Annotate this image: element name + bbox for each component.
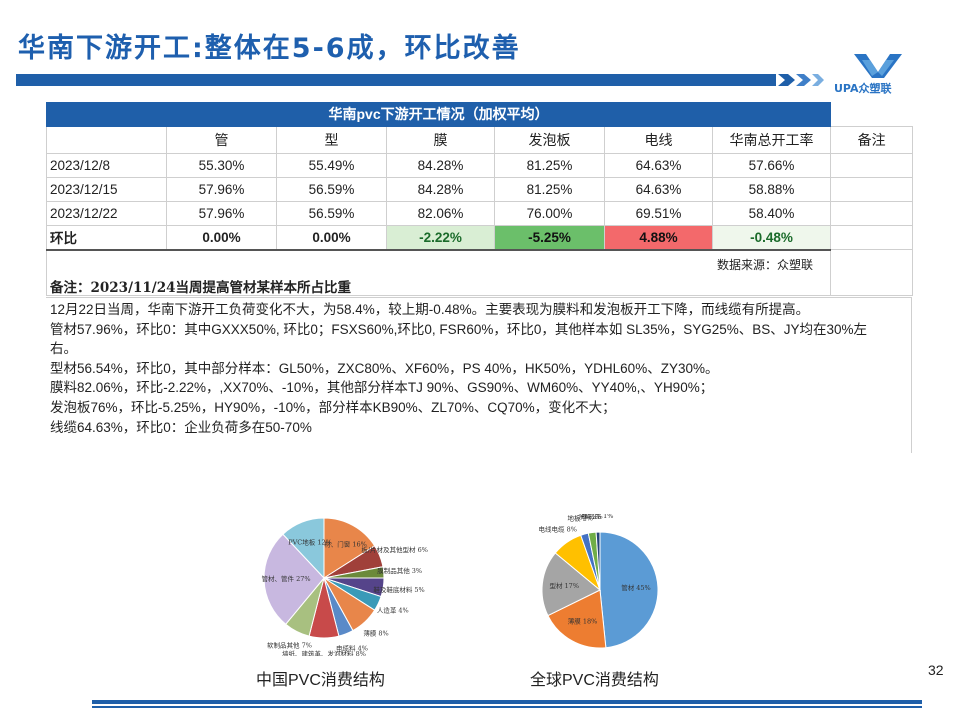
page-title: 华南下游开工:整体在5-6成，环比改善 — [18, 33, 521, 64]
date-cell: 2023/12/22 — [46, 200, 167, 226]
pie-label: 涂料 2% — [577, 514, 602, 521]
table-cell: 58.40% — [711, 200, 832, 226]
pie-label: PVC地板 12% — [288, 538, 332, 547]
commentary-line: 型材56.54%，环比0，其中部分样本：GL50%，ZXC80%、XF60%，P… — [50, 360, 719, 376]
table-cell: 57.66% — [711, 152, 832, 178]
pie-label: 管材、管件 27% — [262, 574, 311, 583]
header-cell: 管 — [166, 125, 277, 154]
header-cell: 型 — [276, 125, 387, 154]
table-row: 2023/12/8 55.30% 55.49% 84.28% 81.25% 64… — [46, 152, 914, 178]
upa-logo — [854, 54, 902, 78]
table-note: 备注：2023/11/24当周提高管材某样本所占比重 — [50, 280, 352, 296]
ring-cell: -2.22% — [386, 224, 495, 251]
header-cell: 膜 — [386, 125, 495, 154]
table-cell: 55.30% — [166, 152, 277, 178]
pvc-table: 华南pvc下游开工情况（加权平均） 管 型 膜 发泡板 电线 华南总开工率 备注… — [45, 102, 914, 296]
table-cell: 56.59% — [276, 176, 387, 202]
header-cell — [46, 125, 167, 154]
ring-cell: -0.48% — [711, 224, 832, 251]
page-number: 32 — [928, 662, 944, 678]
commentary-line: 12月22日当周，华南下游开工负荷变化不大，为58.4%，较上期-0.48%。主… — [50, 302, 810, 317]
ring-ratio-row: 环比 0.00% 0.00% -2.22% -5.25% 4.88% -0.48… — [46, 224, 914, 251]
pie-label: 薄膜 18% — [568, 616, 598, 625]
table-cell: 55.49% — [276, 152, 387, 178]
table-row: 2023/12/22 57.96% 56.59% 82.06% 76.00% 6… — [46, 200, 914, 226]
commentary-line: 管材57.96%，环比0：其中GXXX50%, 环比0；FSXS60%,环比0,… — [50, 321, 867, 337]
pie-slice — [547, 589, 607, 649]
remark-cell — [830, 224, 914, 250]
logo-text: UPA众塑联 — [834, 82, 892, 95]
header-cell: 华南总开工率 — [711, 125, 832, 154]
date-cell: 2023/12/8 — [46, 152, 167, 178]
global-pvc-pie-chart: 管材 45% 薄膜 18% 型材 17% 电线电缆 8%地板 2%涂料 2%瓶制品 1… — [539, 514, 659, 649]
header-cell: 发泡板 — [494, 125, 605, 154]
table-cell: 84.28% — [386, 152, 495, 178]
pie-label: 电线电缆 8% — [539, 524, 577, 533]
commentary-text: 12月22日当周，华南下游开工负荷变化不大，为58.4%，较上期-0.48%。主… — [50, 300, 912, 437]
table-row: 2023/12/15 57.96% 56.59% 84.28% 81.25% 6… — [46, 176, 914, 202]
commentary-line: 右。 — [50, 341, 77, 357]
ring-cell: 4.88% — [604, 224, 713, 251]
remark-cell — [830, 152, 914, 178]
table-cell: 64.63% — [604, 176, 713, 202]
pie-label: 软制品其他 7% — [267, 641, 312, 650]
table-cell: 58.88% — [711, 176, 832, 202]
pie-label: 墙纸、建筑革、发泡材料 8% — [282, 649, 366, 656]
global-chart-caption: 全球PVC消费结构 — [530, 672, 659, 689]
pie-label: 管材 45% — [621, 583, 651, 592]
header-cell: 电线 — [604, 125, 713, 154]
table-cell: 84.28% — [386, 176, 495, 202]
pie-slice — [599, 531, 659, 649]
pie-label: 人造革 4% — [377, 605, 409, 614]
table-header-row: 管 型 膜 发泡板 电线 华南总开工率 备注 — [46, 125, 914, 154]
china-pvc-pie-chart: 型材、门窗 16%板/片材及其他型材 6% 膜制品其他 3% 鞋及鞋底材料 5% 人造… — [262, 517, 428, 656]
china-chart-caption: 中国PVC消费结构 — [256, 672, 385, 689]
pie-label: 电缆料 4% — [336, 644, 368, 653]
ring-cell: 0.00% — [166, 224, 277, 251]
pie-label: 膜制品其他 3% — [377, 566, 422, 575]
table-cell: 81.25% — [494, 152, 605, 178]
header-cell: 备注 — [830, 125, 914, 154]
pie-label: 瓶制品 1% — [582, 514, 614, 520]
remark-cell — [830, 176, 914, 202]
table-cell: 81.25% — [494, 176, 605, 202]
pie-label: 板/片材及其他型材 6% — [361, 545, 428, 554]
table-cell: 76.00% — [494, 200, 605, 226]
commentary-line: 发泡板76%，环比-5.25%，HY90%，-10%，部分样本KB90%、ZL7… — [50, 399, 616, 415]
remark-cell — [830, 200, 914, 226]
ring-cell: 0.00% — [276, 224, 387, 251]
pie-label: 薄膜 8% — [363, 628, 388, 637]
table-cell: 82.06% — [386, 200, 495, 226]
table-cell: 64.63% — [604, 152, 713, 178]
pie-label: 型材、门窗 16% — [318, 540, 367, 549]
data-source: 数据来源：众塑联 — [717, 258, 814, 272]
pie-slice — [595, 531, 601, 591]
date-cell: 2023/12/15 — [46, 176, 167, 202]
commentary-box — [46, 297, 912, 453]
pie-label: 鞋及鞋底材料 5% — [373, 585, 424, 594]
pie-label: 地板 2% — [568, 514, 593, 523]
pie-label: 型材 17% — [549, 581, 579, 590]
table-cell: 57.96% — [166, 200, 277, 226]
pie-slice — [263, 533, 325, 625]
pie-slice — [323, 517, 376, 579]
header-bar — [16, 74, 824, 86]
commentary-line: 线缆64.63%，环比0：企业负荷多在50-70% — [50, 419, 312, 435]
ring-cell: -5.25% — [494, 224, 605, 251]
table-cell: 57.96% — [166, 176, 277, 202]
ring-label: 环比 — [46, 224, 167, 251]
footer-bar — [92, 700, 922, 708]
pie-slice — [541, 552, 601, 617]
table-cell: 56.59% — [276, 200, 387, 226]
table-cell: 69.51% — [604, 200, 713, 226]
commentary-line: 膜料82.06%，环比-2.22%，,XX70%、-10%，其他部分样本TJ 9… — [50, 380, 714, 396]
table-title: 华南pvc下游开工情况（加权平均） — [45, 102, 832, 127]
pie-slice — [282, 517, 325, 580]
